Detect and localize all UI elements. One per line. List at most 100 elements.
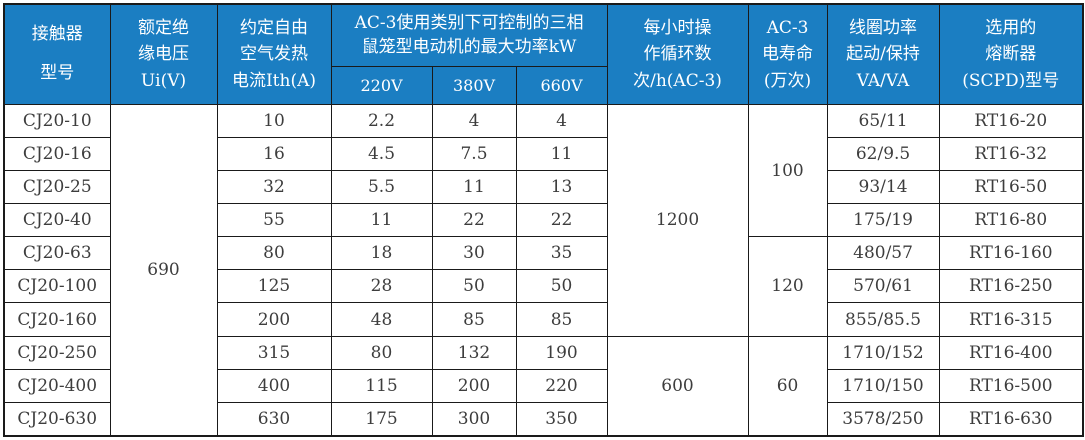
coil-cell: 480/57 xyxy=(826,236,940,271)
fuse-cell: RT16-400 xyxy=(938,335,1084,370)
coil-cell: 1710/150 xyxy=(826,368,940,403)
p380-cell: 132 xyxy=(431,335,517,370)
header-row-sub: 220V 380V 660V xyxy=(4,65,1083,105)
header-model: 接触器 型号 xyxy=(3,3,111,105)
table-row: CJ20-400 400 115 200 220 1710/150 RT16-5… xyxy=(3,368,1084,403)
coil-cell: 855/85.5 xyxy=(826,302,940,337)
p220-cell: 80 xyxy=(330,335,433,370)
p220-cell: 4.5 xyxy=(330,136,433,172)
table-row: CJ20-40 55 11 22 22 175/19 RT16-80 xyxy=(3,203,1084,238)
header-ui-line3: Ui(V) xyxy=(140,70,187,91)
header-life-line3: (万次) xyxy=(763,70,812,91)
p380-cell: 200 xyxy=(431,368,517,403)
p380-cell: 50 xyxy=(431,269,517,304)
coil-cell: 62/9.5 xyxy=(826,136,940,172)
header-coil-power: 线圈功率 起动/保持 VA/VA xyxy=(826,3,940,105)
model-cell: CJ20-10 xyxy=(3,103,111,138)
p380-cell: 30 xyxy=(431,236,517,271)
header-model-line1: 接触器 xyxy=(31,24,83,45)
ith-cell: 200 xyxy=(216,302,332,337)
table-row: CJ20-10 690 10 2.2 4 4 1200 100 65/11 RT… xyxy=(3,103,1084,437)
p380-cell: 22 xyxy=(431,203,517,238)
fuse-cell: RT16-32 xyxy=(938,136,1084,172)
p220-cell: 175 xyxy=(330,401,433,437)
table-row: CJ20-630 630 175 300 350 3578/250 RT16-6… xyxy=(3,401,1084,437)
model-cell: CJ20-63 xyxy=(3,236,111,271)
ith-cell: 400 xyxy=(216,368,332,403)
fuse-cell: RT16-630 xyxy=(938,401,1084,437)
ith-cell: 315 xyxy=(216,335,332,370)
coil-cell: 570/61 xyxy=(826,269,940,304)
model-cell: CJ20-40 xyxy=(3,203,111,238)
model-cell: CJ20-250 xyxy=(3,335,111,370)
ith-cell: 32 xyxy=(216,170,332,205)
table-row: CJ20-25 32 5.5 11 13 93/14 RT16-50 xyxy=(3,170,1084,205)
fuse-cell: RT16-80 xyxy=(938,203,1084,238)
cycles-cell: 600 xyxy=(606,335,749,437)
p220-cell: 5.5 xyxy=(330,170,433,205)
table-row: CJ20-250 315 80 132 190 600 60 1710/152 … xyxy=(3,335,1084,437)
header-row-top: 接触器 型号 额定绝 缘电压 Ui(V) 约定自由 空气发热 电流Ith(A) … xyxy=(3,3,1084,105)
fuse-cell: RT16-160 xyxy=(938,236,1084,271)
header-ui-line1: 额定绝 xyxy=(138,17,189,38)
p220-cell: 18 xyxy=(330,236,433,271)
header-power-line2: 鼠笼型电动机的最大功率kW xyxy=(361,37,577,58)
coil-cell: 175/19 xyxy=(826,203,940,238)
p220-cell: 2.2 xyxy=(330,103,433,138)
life-cell: 100 xyxy=(747,103,828,238)
header-660v: 660V xyxy=(515,65,608,105)
fuse-cell: RT16-20 xyxy=(938,103,1084,138)
p660-cell: 22 xyxy=(515,203,608,238)
contactor-spec-table: 接触器 型号 额定绝 缘电压 Ui(V) 约定自由 空气发热 电流Ith(A) … xyxy=(3,3,1085,437)
model-cell: CJ20-25 xyxy=(3,170,111,205)
p380-cell: 11 xyxy=(431,170,517,205)
model-cell: CJ20-100 xyxy=(3,269,111,304)
cycles-cell: 1200 xyxy=(606,103,749,337)
header-fuse-line1: 选用的 xyxy=(985,17,1037,38)
p660-cell: 85 xyxy=(515,302,608,337)
insulation-voltage-cell: 690 xyxy=(109,103,218,437)
model-cell: CJ20-160 xyxy=(3,302,111,337)
p660-cell: 11 xyxy=(515,136,608,172)
p380-cell: 85 xyxy=(431,302,517,337)
header-cycles-line3: 次/h(AC-3) xyxy=(633,70,722,91)
table-row: CJ20-100 125 28 50 50 570/61 RT16-250 xyxy=(3,269,1084,304)
coil-cell: 93/14 xyxy=(826,170,940,205)
header-ui-line2: 缘电压 xyxy=(138,44,189,65)
header-cycles-per-hour: 每小时操 作循环数 次/h(AC-3) xyxy=(606,3,749,105)
header-coil-line1: 线圈功率 xyxy=(849,17,918,38)
p220-cell: 48 xyxy=(330,302,433,337)
fuse-cell: RT16-500 xyxy=(938,368,1084,403)
p660-cell: 35 xyxy=(515,236,608,271)
header-model-line2: 型号 xyxy=(40,63,75,84)
header-electrical-life: AC-3 电寿命 (万次) xyxy=(747,3,828,105)
ith-cell: 10 xyxy=(216,103,332,138)
model-cell: CJ20-400 xyxy=(3,368,111,403)
header-thermal-current: 约定自由 空气发热 电流Ith(A) xyxy=(216,3,332,105)
coil-cell: 3578/250 xyxy=(826,401,940,437)
model-cell: CJ20-16 xyxy=(3,136,111,172)
header-fuse-model: 选用的 熔断器 (SCPD)型号 xyxy=(938,3,1084,105)
p660-cell: 350 xyxy=(515,401,608,437)
header-max-power: AC-3使用类别下可控制的三相 鼠笼型电动机的最大功率kW xyxy=(330,3,608,67)
header-ith-line3: 电流Ith(A) xyxy=(231,70,317,91)
header-ith-line2: 空气发热 xyxy=(240,44,308,65)
fuse-cell: RT16-315 xyxy=(938,302,1084,337)
header-life-line1: AC-3 xyxy=(766,17,809,38)
p220-cell: 28 xyxy=(330,269,433,304)
p660-cell: 190 xyxy=(515,335,608,370)
header-insulation-voltage: 额定绝 缘电压 Ui(V) xyxy=(109,3,218,105)
ith-cell: 80 xyxy=(216,236,332,271)
ith-cell: 16 xyxy=(216,136,332,172)
p380-cell: 7.5 xyxy=(431,136,517,172)
header-fuse-line3: (SCPD)型号 xyxy=(962,70,1060,91)
coil-cell: 65/11 xyxy=(826,103,940,138)
header-life-line2: 电寿命 xyxy=(762,44,814,65)
table-row: CJ20-16 16 4.5 7.5 11 62/9.5 RT16-32 xyxy=(3,136,1084,172)
header-coil-line2: 起动/保持 xyxy=(846,44,920,65)
life-cell: 120 xyxy=(747,236,828,337)
coil-cell: 1710/152 xyxy=(826,335,940,370)
header-coil-line3: VA/VA xyxy=(856,70,910,91)
model-cell: CJ20-630 xyxy=(3,401,111,437)
